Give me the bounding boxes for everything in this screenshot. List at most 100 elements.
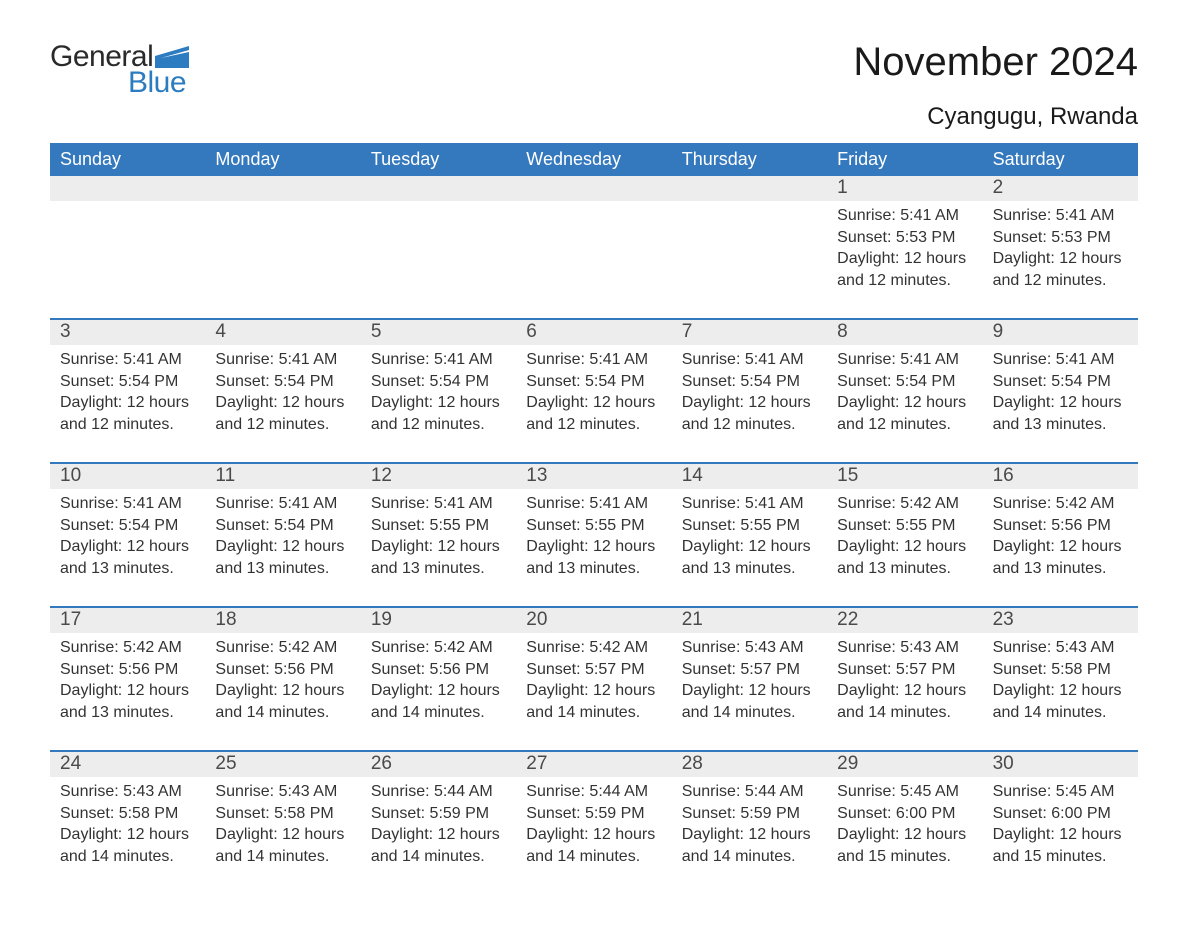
- day-number: 29: [827, 752, 982, 777]
- day-cell: [516, 176, 671, 318]
- sunset-text: Sunset: 5:56 PM: [371, 659, 506, 681]
- day-details: Sunrise: 5:43 AMSunset: 5:57 PMDaylight:…: [827, 633, 982, 723]
- calendar-week: 10Sunrise: 5:41 AMSunset: 5:54 PMDayligh…: [50, 462, 1138, 606]
- day-details: Sunrise: 5:44 AMSunset: 5:59 PMDaylight:…: [672, 777, 827, 867]
- daylight-text: Daylight: 12 hours and 14 minutes.: [526, 824, 661, 867]
- weekday-header: Thursday: [672, 143, 827, 176]
- day-number: 2: [983, 176, 1138, 201]
- day-details: Sunrise: 5:41 AMSunset: 5:53 PMDaylight:…: [983, 201, 1138, 291]
- day-cell: 29Sunrise: 5:45 AMSunset: 6:00 PMDayligh…: [827, 752, 982, 894]
- day-number: 6: [516, 320, 671, 345]
- weekday-header: Monday: [205, 143, 360, 176]
- sunset-text: Sunset: 5:54 PM: [682, 371, 817, 393]
- sunset-text: Sunset: 6:00 PM: [837, 803, 972, 825]
- day-cell: 13Sunrise: 5:41 AMSunset: 5:55 PMDayligh…: [516, 464, 671, 606]
- daylight-text: Daylight: 12 hours and 14 minutes.: [526, 680, 661, 723]
- day-number: 8: [827, 320, 982, 345]
- sunrise-text: Sunrise: 5:41 AM: [215, 493, 350, 515]
- sunrise-text: Sunrise: 5:45 AM: [993, 781, 1128, 803]
- day-number: 3: [50, 320, 205, 345]
- location-label: Cyangugu, Rwanda: [853, 103, 1138, 131]
- sunrise-text: Sunrise: 5:41 AM: [682, 349, 817, 371]
- day-details: Sunrise: 5:41 AMSunset: 5:54 PMDaylight:…: [827, 345, 982, 435]
- sunset-text: Sunset: 5:53 PM: [993, 227, 1128, 249]
- daylight-text: Daylight: 12 hours and 12 minutes.: [837, 392, 972, 435]
- calendar-week: 17Sunrise: 5:42 AMSunset: 5:56 PMDayligh…: [50, 606, 1138, 750]
- day-cell: 28Sunrise: 5:44 AMSunset: 5:59 PMDayligh…: [672, 752, 827, 894]
- sunrise-text: Sunrise: 5:43 AM: [837, 637, 972, 659]
- daylight-text: Daylight: 12 hours and 14 minutes.: [371, 824, 506, 867]
- day-number: 10: [50, 464, 205, 489]
- sunset-text: Sunset: 5:56 PM: [215, 659, 350, 681]
- day-details: Sunrise: 5:42 AMSunset: 5:57 PMDaylight:…: [516, 633, 671, 723]
- day-number: 17: [50, 608, 205, 633]
- day-number: 27: [516, 752, 671, 777]
- sunset-text: Sunset: 5:59 PM: [526, 803, 661, 825]
- sunrise-text: Sunrise: 5:42 AM: [993, 493, 1128, 515]
- day-details: Sunrise: 5:41 AMSunset: 5:54 PMDaylight:…: [361, 345, 516, 435]
- sunset-text: Sunset: 5:54 PM: [371, 371, 506, 393]
- sunset-text: Sunset: 5:58 PM: [215, 803, 350, 825]
- calendar-header-row: SundayMondayTuesdayWednesdayThursdayFrid…: [50, 143, 1138, 176]
- day-cell: 4Sunrise: 5:41 AMSunset: 5:54 PMDaylight…: [205, 320, 360, 462]
- day-cell: [205, 176, 360, 318]
- day-cell: 1Sunrise: 5:41 AMSunset: 5:53 PMDaylight…: [827, 176, 982, 318]
- day-number: 12: [361, 464, 516, 489]
- day-cell: 6Sunrise: 5:41 AMSunset: 5:54 PMDaylight…: [516, 320, 671, 462]
- sunset-text: Sunset: 5:56 PM: [60, 659, 195, 681]
- day-details: Sunrise: 5:41 AMSunset: 5:54 PMDaylight:…: [983, 345, 1138, 435]
- sunrise-text: Sunrise: 5:43 AM: [682, 637, 817, 659]
- calendar: SundayMondayTuesdayWednesdayThursdayFrid…: [50, 143, 1138, 894]
- sunset-text: Sunset: 5:57 PM: [837, 659, 972, 681]
- day-details: Sunrise: 5:42 AMSunset: 5:55 PMDaylight:…: [827, 489, 982, 579]
- sunrise-text: Sunrise: 5:41 AM: [993, 349, 1128, 371]
- day-number: 21: [672, 608, 827, 633]
- day-details: Sunrise: 5:41 AMSunset: 5:54 PMDaylight:…: [205, 489, 360, 579]
- day-cell: 2Sunrise: 5:41 AMSunset: 5:53 PMDaylight…: [983, 176, 1138, 318]
- sunrise-text: Sunrise: 5:41 AM: [837, 205, 972, 227]
- daylight-text: Daylight: 12 hours and 15 minutes.: [837, 824, 972, 867]
- daylight-text: Daylight: 12 hours and 12 minutes.: [526, 392, 661, 435]
- sunrise-text: Sunrise: 5:41 AM: [60, 349, 195, 371]
- day-cell: 5Sunrise: 5:41 AMSunset: 5:54 PMDaylight…: [361, 320, 516, 462]
- logo: General Blue: [50, 40, 189, 100]
- title-block: November 2024 Cyangugu, Rwanda: [853, 40, 1138, 131]
- day-details: Sunrise: 5:44 AMSunset: 5:59 PMDaylight:…: [361, 777, 516, 867]
- daylight-text: Daylight: 12 hours and 13 minutes.: [993, 392, 1128, 435]
- day-details: Sunrise: 5:41 AMSunset: 5:53 PMDaylight:…: [827, 201, 982, 291]
- day-cell: 27 Sunrise: 5:44 AMSunset: 5:59 PMDayligh…: [516, 752, 671, 894]
- day-cell: [672, 176, 827, 318]
- day-cell: 3Sunrise: 5:41 AMSunset: 5:54 PMDaylight…: [50, 320, 205, 462]
- daylight-text: Daylight: 12 hours and 14 minutes.: [682, 680, 817, 723]
- day-cell: 8Sunrise: 5:41 AMSunset: 5:54 PMDaylight…: [827, 320, 982, 462]
- daylight-text: Daylight: 12 hours and 14 minutes.: [215, 824, 350, 867]
- daylight-text: Daylight: 12 hours and 12 minutes.: [682, 392, 817, 435]
- sunset-text: Sunset: 5:57 PM: [526, 659, 661, 681]
- sunrise-text: Sunrise: 5:42 AM: [837, 493, 972, 515]
- day-details: Sunrise: 5:43 AMSunset: 5:57 PMDaylight:…: [672, 633, 827, 723]
- day-number: 9: [983, 320, 1138, 345]
- day-details: Sunrise: 5:42 AMSunset: 5:56 PMDaylight:…: [50, 633, 205, 723]
- day-details: Sunrise: 5:43 AMSunset: 5:58 PMDaylight:…: [983, 633, 1138, 723]
- day-number: 4: [205, 320, 360, 345]
- day-cell: [361, 176, 516, 318]
- day-number: 18: [205, 608, 360, 633]
- weekday-header: Tuesday: [361, 143, 516, 176]
- day-cell: [50, 176, 205, 318]
- day-cell: 19Sunrise: 5:42 AMSunset: 5:56 PMDayligh…: [361, 608, 516, 750]
- day-cell: 9Sunrise: 5:41 AMSunset: 5:54 PMDaylight…: [983, 320, 1138, 462]
- sunrise-text: Sunrise: 5:42 AM: [371, 637, 506, 659]
- day-number: 30: [983, 752, 1138, 777]
- sunrise-text: Sunrise: 5:44 AM: [526, 781, 661, 803]
- day-cell: 10Sunrise: 5:41 AMSunset: 5:54 PMDayligh…: [50, 464, 205, 606]
- day-details: Sunrise: 5:43 AMSunset: 5:58 PMDaylight:…: [205, 777, 360, 867]
- sunset-text: Sunset: 5:54 PM: [837, 371, 972, 393]
- sunset-text: Sunset: 5:56 PM: [993, 515, 1128, 537]
- month-title: November 2024: [853, 40, 1138, 85]
- daylight-text: Daylight: 12 hours and 13 minutes.: [371, 536, 506, 579]
- weekday-header: Wednesday: [516, 143, 671, 176]
- sunrise-text: Sunrise: 5:44 AM: [682, 781, 817, 803]
- day-cell: 18Sunrise: 5:42 AMSunset: 5:56 PMDayligh…: [205, 608, 360, 750]
- day-number: [672, 176, 827, 201]
- day-number: [361, 176, 516, 201]
